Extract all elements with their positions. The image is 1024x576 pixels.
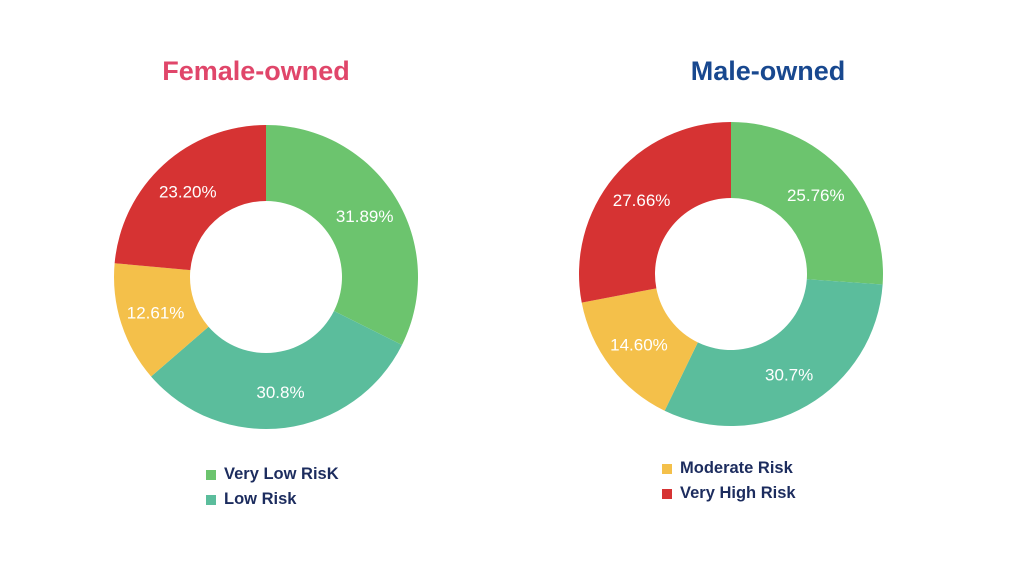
slice-very-high-risk [579,121,731,303]
legend-swatch [662,463,672,474]
slice-low-risk [151,310,402,429]
chart-title: Female-owned [162,56,350,86]
legend-item-low-risk: Low Risk [206,487,339,512]
legend-swatch [662,488,672,499]
slice-very-low-risk [731,122,883,285]
legend-item-very-low-risk: Very Low RisK [206,462,339,487]
legend-label: Very Low RisK [224,465,339,483]
slice-label: 23.20% [159,182,217,201]
slice-label: 30.8% [256,383,304,402]
legend-swatch [206,469,216,480]
slice-low-risk [664,279,883,426]
donut-chart: 25.76% 30.7% 14.60% 27.66% [579,121,883,426]
slice-label: 14.60% [610,336,668,355]
legend: Moderate Risk Very High Risk [662,456,796,506]
legend-label: Low Risk [224,490,297,508]
legend-item-very-high-risk: Very High Risk [662,481,796,506]
slice-moderate-risk [113,263,209,377]
male-owned-chart: Male-owned 25.76% 30.7% 14.60% 27.66% Moder… [512,0,1024,576]
slice-very-low-risk [266,125,418,345]
female-owned-chart: Female-owned 31.89% 30.8% 12.61% 23.20% Ver… [113,56,418,512]
slice-label: 27.66% [613,191,671,210]
slice-label: 30.7% [765,365,813,384]
chart-title: Male-owned [690,56,846,86]
legend-label: Moderate Risk [680,459,793,477]
slice-label: 25.76% [787,186,845,205]
slice-label: 31.89% [336,207,394,226]
slice-label: 12.61% [127,304,185,323]
legend-item-moderate-risk: Moderate Risk [662,456,796,481]
legend-label: Very High Risk [680,484,796,502]
slice-very-high-risk [114,125,266,271]
slice-moderate-risk [581,288,698,411]
donut-chart: 31.89% 30.8% 12.61% 23.20% [113,125,418,429]
legend-swatch [206,494,216,505]
legend: Very Low RisK Low Risk [206,462,339,512]
